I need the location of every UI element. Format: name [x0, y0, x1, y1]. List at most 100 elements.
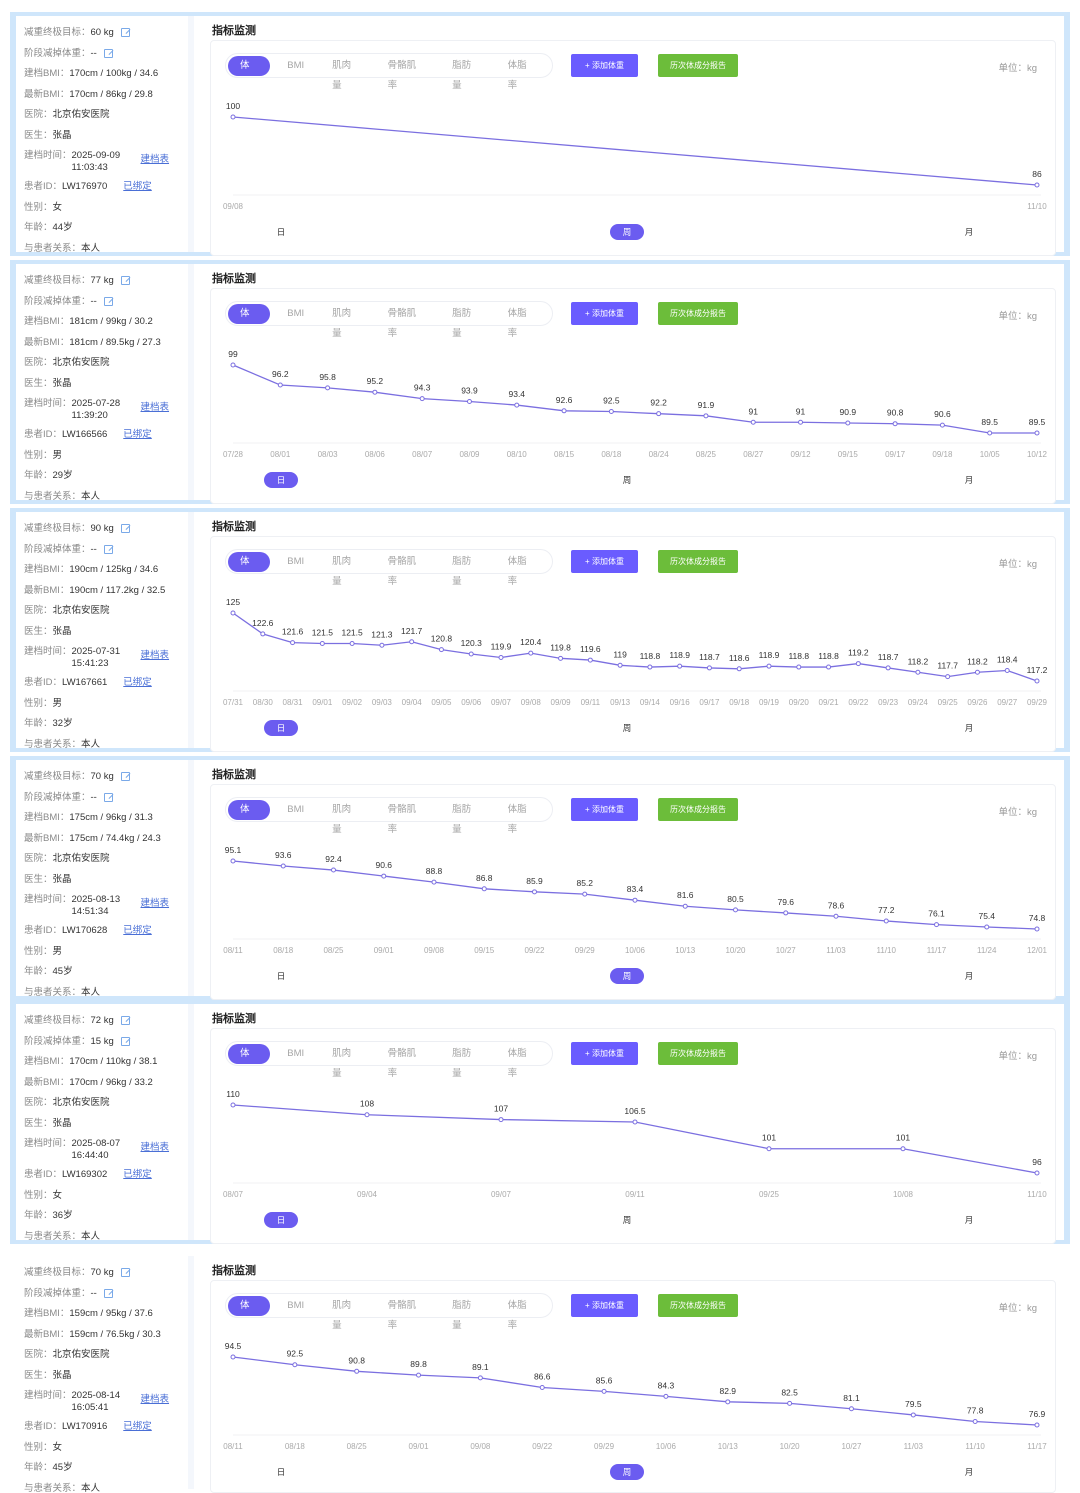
- tab-metric[interactable]: 体重: [228, 1295, 271, 1331]
- body-composition-report-button[interactable]: 历次体成分报告: [658, 54, 738, 77]
- tab-metric[interactable]: 脂肪量: [452, 59, 472, 91]
- info-row-patient-id: 患者ID： LW176970 已绑定: [24, 177, 188, 198]
- edit-icon[interactable]: [120, 1268, 130, 1277]
- info-label: 性别：: [24, 945, 53, 957]
- period-toggle[interactable]: 月: [964, 1215, 974, 1225]
- add-weight-button[interactable]: + 添加体重: [571, 1042, 638, 1065]
- tab-metric[interactable]: 体重: [228, 55, 271, 91]
- edit-icon[interactable]: [103, 792, 113, 802]
- tab-metric[interactable]: BMI: [287, 307, 305, 319]
- edit-icon[interactable]: [120, 772, 130, 781]
- tab-metric[interactable]: BMI: [287, 555, 305, 567]
- tab-metric[interactable]: 体重: [228, 1043, 271, 1079]
- tab-metric[interactable]: 体脂率: [507, 1299, 527, 1331]
- add-weight-button[interactable]: + 添加体重: [571, 798, 638, 821]
- tab-metric[interactable]: 肌肉量: [332, 803, 352, 835]
- x-tick-label: 09/21: [819, 698, 840, 707]
- period-toggle[interactable]: 周: [610, 224, 644, 240]
- add-weight-button[interactable]: + 添加体重: [571, 550, 638, 573]
- edit-icon[interactable]: [103, 296, 113, 306]
- tab-metric[interactable]: 肌肉量: [332, 59, 352, 91]
- period-toggle[interactable]: 月: [964, 1467, 974, 1477]
- tab-metric[interactable]: 骨骼肌率: [387, 1047, 417, 1079]
- tab-metric[interactable]: BMI: [287, 1047, 305, 1059]
- bound-status-link[interactable]: 已绑定: [123, 677, 152, 688]
- tab-metric[interactable]: 脂肪量: [452, 555, 472, 587]
- profile-link[interactable]: 建档表: [140, 650, 170, 661]
- profile-link[interactable]: 建档表: [140, 898, 170, 909]
- bound-status-link[interactable]: 已绑定: [123, 429, 152, 440]
- tab-metric[interactable]: 肌肉量: [332, 307, 352, 339]
- tab-metric[interactable]: 体重: [228, 551, 271, 587]
- data-label: 120.3: [461, 638, 483, 648]
- period-toggle[interactable]: 日: [276, 1467, 286, 1477]
- period-toggle[interactable]: 周: [622, 723, 632, 733]
- tab-metric[interactable]: 肌肉量: [332, 555, 352, 587]
- bound-status-link[interactable]: 已绑定: [123, 1169, 152, 1180]
- tab-metric[interactable]: BMI: [287, 59, 305, 71]
- bound-status-link[interactable]: 已绑定: [123, 1421, 152, 1432]
- tab-metric[interactable]: 肌肉量: [332, 1047, 352, 1079]
- tab-metric[interactable]: 骨骼肌率: [387, 307, 417, 339]
- profile-link[interactable]: 建档表: [140, 1394, 170, 1405]
- period-toggle[interactable]: 周: [622, 475, 632, 485]
- period-toggle[interactable]: 月: [964, 971, 974, 981]
- tab-metric[interactable]: 体脂率: [507, 59, 527, 91]
- tab-metric[interactable]: 脂肪量: [452, 1047, 472, 1079]
- add-weight-button[interactable]: + 添加体重: [571, 302, 638, 325]
- add-weight-button[interactable]: + 添加体重: [571, 54, 638, 77]
- tab-metric[interactable]: 骨骼肌率: [387, 59, 417, 91]
- edit-icon[interactable]: [103, 48, 113, 58]
- edit-icon[interactable]: [103, 544, 113, 554]
- period-toggle[interactable]: 周: [622, 1215, 632, 1225]
- tab-metric[interactable]: 脂肪量: [452, 1299, 472, 1331]
- body-composition-report-button[interactable]: 历次体成分报告: [658, 302, 738, 325]
- tab-metric[interactable]: 脂肪量: [452, 307, 472, 339]
- info-value-goal: 60 kg: [90, 27, 114, 38]
- period-toggle[interactable]: 日: [276, 227, 286, 237]
- data-point: [706, 665, 712, 671]
- body-composition-report-button[interactable]: 历次体成分报告: [658, 550, 738, 573]
- body-composition-report-button[interactable]: 历次体成分报告: [658, 1294, 738, 1317]
- tab-metric[interactable]: 体脂率: [507, 803, 527, 835]
- period-toggle[interactable]: 月: [964, 227, 974, 237]
- edit-icon[interactable]: [120, 1036, 130, 1046]
- period-toggle[interactable]: 日: [264, 720, 298, 736]
- tab-metric[interactable]: BMI: [287, 1299, 305, 1311]
- edit-icon[interactable]: [103, 1288, 113, 1298]
- x-tick-label: 10/05: [980, 450, 1001, 459]
- edit-icon[interactable]: [120, 1016, 130, 1025]
- add-weight-button[interactable]: + 添加体重: [571, 1294, 638, 1317]
- body-composition-report-button[interactable]: 历次体成分报告: [658, 798, 738, 821]
- edit-icon[interactable]: [120, 276, 130, 285]
- period-toggle[interactable]: 日: [264, 472, 298, 488]
- profile-link[interactable]: 建档表: [140, 154, 170, 165]
- tab-metric[interactable]: 体重: [228, 303, 271, 339]
- profile-link[interactable]: 建档表: [140, 402, 170, 413]
- bound-status-link[interactable]: 已绑定: [123, 925, 152, 936]
- tab-metric[interactable]: 骨骼肌率: [387, 803, 417, 835]
- tab-metric[interactable]: 体脂率: [507, 1047, 527, 1079]
- edit-icon[interactable]: [120, 524, 130, 533]
- tab-metric[interactable]: BMI: [287, 803, 305, 815]
- tab-metric[interactable]: 脂肪量: [452, 803, 472, 835]
- period-toggle[interactable]: 周: [610, 968, 644, 984]
- profile-link[interactable]: 建档表: [140, 1142, 170, 1153]
- body-composition-report-button[interactable]: 历次体成分报告: [658, 1042, 738, 1065]
- edit-icon[interactable]: [120, 28, 130, 37]
- tab-metric[interactable]: 骨骼肌率: [387, 555, 417, 587]
- data-label: 82.5: [781, 1387, 798, 1397]
- period-toggle[interactable]: 日: [264, 1212, 298, 1228]
- bound-status-link[interactable]: 已绑定: [123, 181, 152, 192]
- info-row-relation: 与患者关系： 本人: [24, 735, 188, 753]
- tab-metric[interactable]: 体重: [228, 799, 271, 835]
- period-toggle[interactable]: 周: [610, 1464, 644, 1480]
- tab-metric[interactable]: 骨骼肌率: [387, 1299, 417, 1331]
- period-toggle[interactable]: 日: [276, 971, 286, 981]
- tab-metric[interactable]: 体脂率: [507, 307, 527, 339]
- tab-metric[interactable]: 肌肉量: [332, 1299, 352, 1331]
- info-row-bmi-initial: 建档BMI： 175cm / 96kg / 31.3: [24, 808, 188, 829]
- period-toggle[interactable]: 月: [964, 475, 974, 485]
- period-toggle[interactable]: 月: [964, 723, 974, 733]
- tab-metric[interactable]: 体脂率: [507, 555, 527, 587]
